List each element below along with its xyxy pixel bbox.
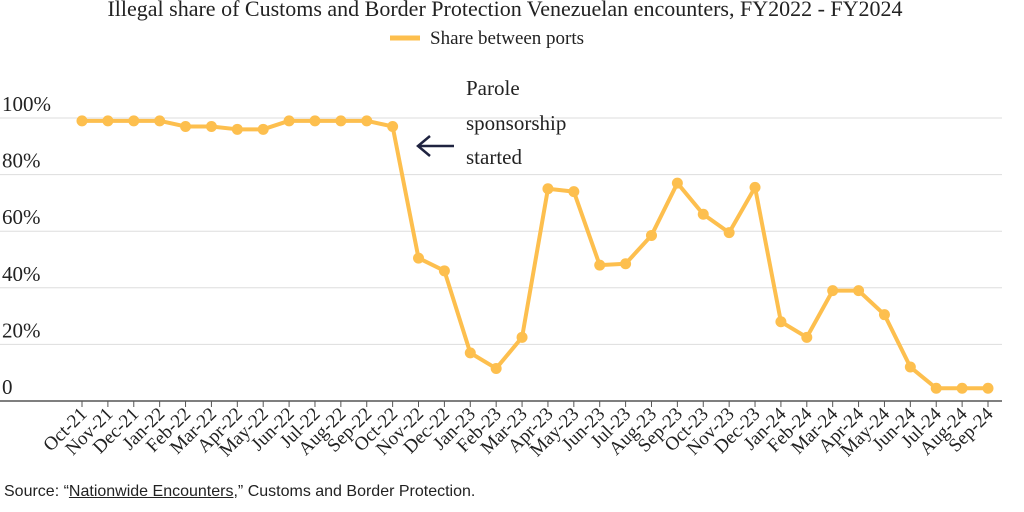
data-point [413,252,425,264]
data-point [283,115,295,127]
data-point [594,259,606,271]
data-point [620,258,632,270]
series-line [82,118,988,391]
data-point [827,285,839,297]
data-point [387,120,399,132]
data-point [154,115,166,127]
arrow-left-icon [416,135,454,157]
data-point [180,120,192,132]
legend: Share between ports [390,28,584,49]
data-point [956,382,968,394]
y-tick-label: 60% [2,205,41,229]
data-point [671,177,683,189]
legend-label: Share between ports [430,28,584,49]
data-point [878,309,890,321]
y-tick-label: 0 [2,375,13,399]
data-point [335,115,347,127]
data-point [102,115,114,127]
data-point [853,285,865,297]
data-point [801,331,813,343]
y-tick-label: 40% [2,262,41,286]
data-point [775,316,787,328]
data-point [490,362,502,374]
y-tick-label: 20% [2,318,41,342]
data-point [516,331,528,343]
data-point [749,181,761,193]
data-point [930,382,942,394]
annotation: Parole sponsorship started [416,76,566,169]
data-point [128,115,140,127]
data-point [438,265,450,277]
data-point [645,229,657,241]
data-point [982,382,994,394]
source-link[interactable]: Nationwide Encounters [68,483,234,500]
data-point [231,123,243,135]
data-point [723,227,735,239]
y-tick-label: 100% [2,92,51,116]
data-point [697,208,709,220]
data-point [205,120,217,132]
annotation-line-2: sponsorship [466,111,566,135]
chart-title: Illegal share of Customs and Border Prot… [107,0,902,21]
y-tick-label: 80% [2,149,41,173]
annotation-line-1: Parole [466,76,520,100]
data-point [464,347,476,359]
source-note: Source: “Nationwide Encounters,” Customs… [4,483,476,500]
data-point [76,115,88,127]
data-point [309,115,321,127]
data-point [568,186,580,198]
data-point [542,183,554,195]
data-point [361,115,373,127]
annotation-line-3: started [466,145,522,169]
data-point [904,361,916,373]
data-point [257,123,269,135]
